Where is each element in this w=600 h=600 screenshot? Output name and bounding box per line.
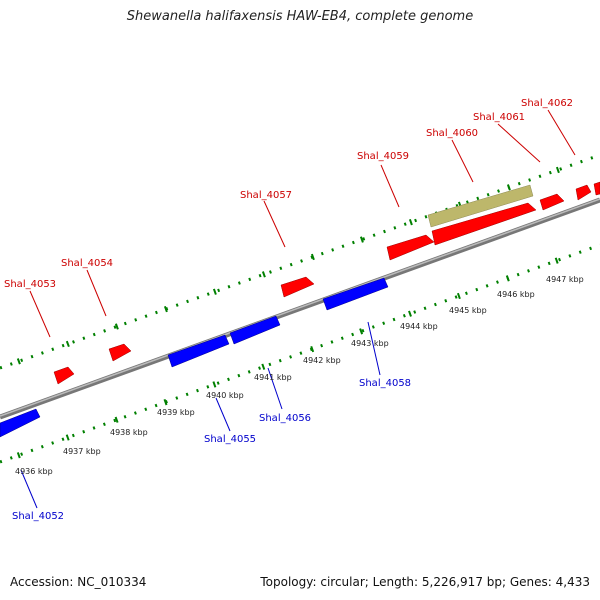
label-shal-4061: Shal_4061	[473, 112, 525, 123]
scale-tick-label: 4941 kbp	[254, 373, 292, 382]
ruler-major-tick	[261, 363, 266, 370]
gene-shal-4057[interactable]	[280, 276, 315, 298]
gene-shal-4059[interactable]	[386, 234, 435, 261]
ruler-major-tick	[359, 328, 364, 335]
gene-shal-4058[interactable]	[322, 277, 389, 311]
ruler-major-tick	[16, 358, 21, 365]
label-shal-4056: Shal_4056	[259, 413, 311, 424]
inner-major-ticks	[16, 257, 559, 459]
ruler-major-tick	[310, 253, 315, 261]
gene-shal-4054[interactable]	[108, 343, 132, 362]
scale-tick-label: 4942 kbp	[303, 356, 341, 365]
label-shal-4060: Shal_4060	[426, 128, 478, 139]
label-shal-4057: Shal_4057	[240, 190, 292, 201]
forward-label-leaders	[29, 109, 576, 338]
label-shal-4055: Shal_4055	[204, 434, 256, 445]
gene-shal-4056[interactable]	[229, 315, 281, 345]
ruler-major-tick	[16, 452, 21, 459]
scale-tick-label: 4945 kbp	[449, 306, 487, 315]
scale-tick-label: 4940 kbp	[206, 391, 244, 400]
ruler-major-tick	[456, 292, 461, 300]
scale-tick-label: 4943 kbp	[351, 339, 389, 348]
label-shal-4062: Shal_4062	[521, 98, 573, 109]
gene-shal-4060-4061[interactable]	[431, 202, 537, 246]
ruler-major-tick	[555, 166, 560, 174]
ruler-major-tick	[554, 257, 559, 264]
scale-tick-label: 4947 kbp	[546, 275, 584, 284]
label-shal-4052: Shal_4052	[12, 511, 64, 522]
ruler-major-tick	[212, 288, 217, 295]
label-shal-4054: Shal_4054	[61, 258, 113, 269]
ruler-major-tick	[212, 381, 217, 388]
ruler-major-tick	[408, 310, 412, 317]
ruler-major-tick	[65, 340, 70, 348]
outer-major-ticks	[16, 166, 560, 365]
ruler-major-tick	[114, 416, 119, 423]
gene-shal-4062[interactable]	[539, 181, 600, 211]
scale-tick-label: 4938 kbp	[110, 428, 148, 437]
genome-summary-text: Topology: circular; Length: 5,226,917 bp…	[260, 575, 590, 589]
scale-tick-label: 4946 kbp	[497, 290, 535, 299]
ruler-major-tick	[408, 218, 413, 226]
inner-tick-ruler	[0, 243, 600, 464]
map-title: Shewanella halifaxensis HAW-EB4, complet…	[126, 9, 474, 24]
reverse-label-leaders	[20, 321, 381, 509]
ruler-major-tick	[506, 184, 511, 191]
label-shal-4059: Shal_4059	[357, 151, 409, 162]
ruler-major-tick	[163, 398, 168, 406]
gene-shal-4052[interactable]	[0, 408, 41, 438]
scale-tick-label: 4937 kbp	[63, 447, 101, 456]
ruler-major-tick	[65, 434, 70, 441]
accession-text: Accession: NC_010334	[10, 575, 147, 589]
ruler-major-tick	[114, 323, 119, 330]
label-shal-4053: Shal_4053	[4, 279, 56, 290]
other-feature-bar[interactable]	[427, 184, 534, 228]
ruler-major-tick	[505, 275, 510, 282]
ruler-major-tick	[261, 271, 266, 278]
ruler-major-tick	[310, 345, 315, 353]
ruler-major-tick	[359, 236, 364, 243]
scale-tick-label: 4939 kbp	[157, 408, 195, 417]
genome-backbone	[0, 197, 600, 420]
genome-backbone-highlight	[0, 198, 600, 417]
ruler-major-tick	[163, 305, 168, 313]
gene-shal-4053[interactable]	[53, 366, 75, 385]
scale-tick-label: 4936 kbp	[15, 467, 53, 476]
gene-shal-4055[interactable]	[167, 334, 230, 368]
scale-tick-label: 4944 kbp	[400, 322, 438, 331]
label-shal-4058: Shal_4058	[359, 378, 411, 389]
